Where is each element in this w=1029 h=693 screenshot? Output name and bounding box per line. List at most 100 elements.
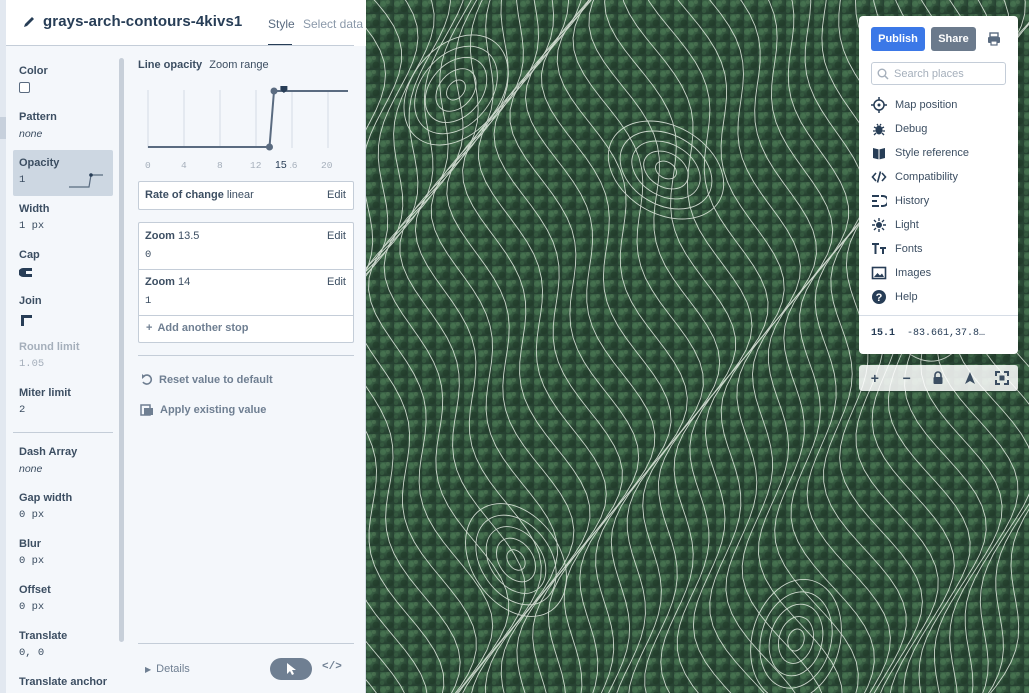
contour-loop bbox=[643, 150, 689, 190]
prop-color[interactable]: Color bbox=[13, 58, 113, 104]
contour-line bbox=[525, 0, 656, 693]
menu-item-help[interactable]: ? Help bbox=[871, 287, 1011, 307]
tab-style[interactable]: Style bbox=[268, 17, 295, 31]
menu-item-history[interactable]: History bbox=[871, 191, 1011, 211]
prop-offset[interactable]: Offset 0 px bbox=[13, 577, 113, 623]
stop-zoom-value: 14 bbox=[178, 276, 191, 288]
lock-button[interactable] bbox=[923, 365, 955, 391]
prop-blur[interactable]: Blur 0 px bbox=[13, 531, 113, 577]
share-button[interactable]: Share bbox=[931, 27, 976, 51]
menu-label: Debug bbox=[895, 123, 928, 135]
prop-join[interactable]: Join bbox=[13, 288, 113, 334]
contour-line bbox=[366, 0, 402, 693]
tab-select-data[interactable]: Select data bbox=[303, 17, 364, 31]
prop-miter-limit[interactable]: Miter limit 2 bbox=[13, 380, 113, 426]
menu-item-images[interactable]: Images bbox=[871, 263, 1011, 283]
prop-value: 0 px bbox=[19, 555, 45, 567]
compass-button[interactable] bbox=[954, 365, 986, 391]
add-stop-button[interactable]: + Add another stop bbox=[146, 322, 249, 334]
style-panel: grays-arch-contours-4kivs1 Style Select … bbox=[0, 0, 366, 693]
tools-panel: Publish Share Map position Debug S bbox=[859, 16, 1018, 354]
svg-text:?: ? bbox=[876, 292, 883, 304]
stop-heading: Zoom 14 bbox=[145, 276, 190, 288]
prop-label: Opacity bbox=[19, 157, 60, 169]
edit-stop-link[interactable]: Edit bbox=[327, 230, 346, 242]
prop-dash-array[interactable]: Dash Array none bbox=[13, 439, 113, 485]
editor-mode[interactable]: Zoom range bbox=[209, 59, 269, 71]
prop-label: Gap width bbox=[19, 492, 73, 504]
menu-item-compatibility[interactable]: Compatibility bbox=[871, 167, 1011, 187]
prop-label: Width bbox=[19, 203, 50, 215]
menu-label: Style reference bbox=[895, 147, 969, 159]
details-toggle[interactable]: ▶ Details bbox=[145, 663, 190, 675]
editor-property-title: Line opacity bbox=[138, 59, 203, 71]
search-places-input[interactable] bbox=[894, 66, 1002, 82]
prop-value: 0 px bbox=[19, 601, 45, 613]
contour-line bbox=[758, 0, 849, 693]
zoom-curve-chart[interactable]: 0 4 8 12 16 20 15 bbox=[138, 80, 354, 176]
apply-existing-button[interactable]: Apply existing value bbox=[140, 403, 266, 416]
print-icon[interactable] bbox=[986, 31, 1002, 47]
caret-right-icon: ▶ bbox=[145, 665, 152, 674]
prop-pattern[interactable]: Pattern none bbox=[13, 104, 113, 150]
menu-item-fonts[interactable]: Fonts bbox=[871, 239, 1011, 259]
pencil-icon[interactable] bbox=[22, 15, 36, 29]
prop-label: Offset bbox=[19, 584, 51, 596]
prop-translate[interactable]: Translate 0, 0 bbox=[13, 623, 113, 669]
contour-line bbox=[366, 0, 464, 693]
contour-loop bbox=[414, 45, 498, 135]
menu-label: History bbox=[895, 195, 930, 207]
prop-value: 1.05 bbox=[19, 358, 45, 370]
rate-of-change-box: Rate of change linear Edit bbox=[138, 181, 354, 210]
contour-loop bbox=[424, 57, 488, 123]
contour-line bbox=[462, 0, 591, 693]
stop-zoom-value: 13.5 bbox=[178, 230, 200, 242]
edit-stop-link[interactable]: Edit bbox=[327, 276, 346, 288]
publish-button[interactable]: Publish bbox=[871, 27, 925, 51]
contour-loop bbox=[759, 591, 833, 689]
code-icon bbox=[871, 171, 887, 183]
prop-cap[interactable]: Cap bbox=[13, 242, 113, 288]
rate-label: Rate of change bbox=[145, 189, 224, 201]
zoom-in-button[interactable]: + bbox=[870, 370, 879, 386]
contour-line bbox=[647, 0, 769, 693]
menu-item-style-reference[interactable]: Style reference bbox=[871, 143, 1011, 163]
property-list-scrollbar[interactable] bbox=[119, 58, 124, 642]
current-zoom-label: 15 bbox=[275, 159, 287, 171]
menu-item-debug[interactable]: Debug bbox=[871, 119, 1011, 139]
menu-item-light[interactable]: Light bbox=[871, 215, 1011, 235]
prop-opacity[interactable]: Opacity 1 bbox=[13, 150, 113, 196]
bug-icon bbox=[873, 123, 885, 136]
menu-label: Fonts bbox=[895, 243, 923, 255]
color-swatch[interactable] bbox=[19, 82, 30, 93]
contour-line bbox=[622, 0, 753, 693]
lock-icon bbox=[933, 371, 943, 384]
fullscreen-button[interactable] bbox=[986, 365, 1018, 391]
prop-label: Blur bbox=[19, 538, 41, 550]
light-icon bbox=[872, 218, 886, 232]
prop-value: none bbox=[19, 463, 43, 475]
curve-stop-handle bbox=[270, 87, 278, 95]
prop-width[interactable]: Width 1 px bbox=[13, 196, 113, 242]
code-view-button[interactable]: </> bbox=[322, 661, 342, 673]
contour-line bbox=[366, 0, 419, 693]
prop-translate-anchor[interactable]: Translate anchor bbox=[13, 669, 113, 686]
zoom-stops-box: Zoom 13.5 Edit 0 Zoom 14 Edit 1 + Add ano… bbox=[138, 222, 354, 343]
edit-rate-link[interactable]: Edit bbox=[327, 189, 346, 201]
collapse-handle[interactable] bbox=[0, 117, 6, 139]
stop-value: 1 bbox=[145, 295, 152, 307]
property-group-divider bbox=[13, 432, 113, 433]
contour-loop bbox=[619, 130, 713, 210]
zoom-out-button[interactable]: − bbox=[902, 370, 911, 386]
axis-tick-label: 4 bbox=[181, 160, 187, 171]
contour-line bbox=[572, 0, 704, 693]
prop-gap-width[interactable]: Gap width 0 px bbox=[13, 485, 113, 531]
curve-line bbox=[148, 90, 348, 148]
contour-line bbox=[366, 27, 386, 131]
menu-item-map-position[interactable]: Map position bbox=[871, 95, 1011, 115]
search-box[interactable] bbox=[871, 62, 1006, 85]
reset-value-button[interactable]: Reset value to default bbox=[140, 373, 273, 386]
menu-label: Compatibility bbox=[895, 171, 958, 183]
layer-id-title[interactable]: grays-arch-contours-4kivs1 bbox=[43, 13, 243, 30]
pick-features-button[interactable] bbox=[270, 658, 312, 680]
